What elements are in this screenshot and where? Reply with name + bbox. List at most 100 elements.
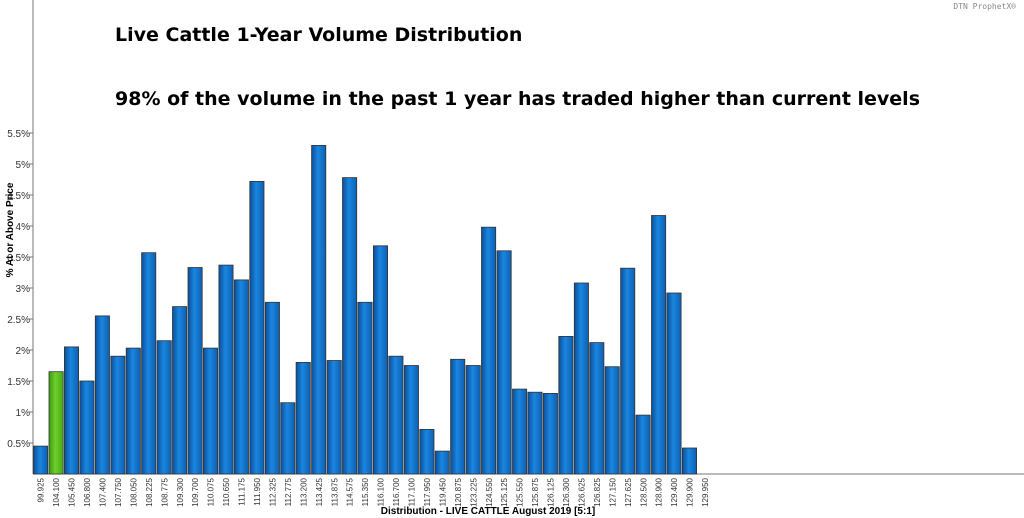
bar bbox=[202, 347, 218, 475]
x-tick-label: 110.650 bbox=[222, 477, 231, 506]
x-tick-label: 129.400 bbox=[670, 477, 679, 506]
x-tick-label: 126.825 bbox=[593, 477, 602, 506]
bar bbox=[604, 366, 620, 475]
x-tick-label: 119.450 bbox=[438, 477, 447, 506]
bar bbox=[558, 335, 574, 475]
y-tick-label: 3.5% bbox=[7, 253, 30, 264]
x-tick-label: 109.700 bbox=[191, 477, 200, 506]
x-tick-label: 113.200 bbox=[299, 477, 308, 506]
x-tick-label: 128.500 bbox=[639, 477, 648, 506]
bar bbox=[666, 292, 682, 475]
bar bbox=[125, 347, 141, 475]
y-tick-label: 4.5% bbox=[7, 191, 30, 202]
bar bbox=[280, 402, 296, 475]
y-tick-label: 4% bbox=[16, 222, 31, 233]
bar bbox=[527, 391, 543, 475]
bar bbox=[311, 144, 327, 475]
x-tick-label: 125.550 bbox=[516, 477, 525, 506]
chart-subtitle: 98% of the volume in the past 1 year has… bbox=[115, 88, 920, 110]
y-axis-ticks: 0.5% 1% 1.5% 2% 2.5% 3% 3.5% 4% 4.5% 5% 5.5% bbox=[7, 129, 33, 450]
x-tick-label: 126.625 bbox=[578, 477, 587, 506]
x-tick-label: 112.775 bbox=[284, 477, 293, 506]
x-tick-label: 109.300 bbox=[176, 477, 185, 506]
x-tick-label: 117.950 bbox=[423, 477, 432, 506]
chart-title: Live Cattle 1-Year Volume Distribution bbox=[115, 24, 522, 46]
y-tick-label: 1% bbox=[16, 408, 31, 419]
y-tick-label: 1.5% bbox=[7, 377, 30, 388]
bar bbox=[589, 342, 605, 475]
x-tick-label: 107.400 bbox=[99, 477, 108, 506]
bar bbox=[620, 267, 636, 475]
bar bbox=[419, 428, 435, 475]
x-tick-label: 108.775 bbox=[160, 477, 169, 506]
bar bbox=[434, 450, 450, 475]
watermark-text: DTN ProphetX® bbox=[953, 2, 1016, 11]
bar bbox=[651, 215, 667, 475]
bar bbox=[218, 264, 234, 475]
x-tick-label: 108.225 bbox=[145, 477, 154, 506]
x-tick-label: 113.875 bbox=[330, 477, 339, 506]
x-tick-label: 128.900 bbox=[655, 477, 664, 506]
bar bbox=[372, 245, 388, 475]
bar bbox=[496, 250, 512, 475]
x-tick-label: 113.425 bbox=[315, 477, 324, 506]
x-tick-label: 114.575 bbox=[346, 477, 355, 506]
x-axis-label: Distribution - LIVE CATTLE August 2019 [… bbox=[381, 506, 595, 517]
bar bbox=[156, 340, 172, 475]
x-tick-label: 129.950 bbox=[701, 477, 710, 506]
bar bbox=[94, 315, 110, 475]
bar bbox=[512, 388, 528, 475]
bar bbox=[542, 392, 558, 475]
bar bbox=[326, 360, 342, 475]
y-tick-label: 5% bbox=[16, 160, 31, 171]
x-tick-label: 115.350 bbox=[361, 477, 370, 506]
bar bbox=[187, 267, 203, 475]
bar bbox=[682, 447, 698, 475]
bar bbox=[481, 226, 497, 475]
bar bbox=[357, 301, 373, 475]
bar bbox=[110, 355, 126, 475]
x-tick-label: 116.700 bbox=[392, 477, 401, 506]
x-tick-label: 107.750 bbox=[114, 477, 123, 506]
bar bbox=[342, 177, 358, 475]
y-tick-label: 5.5% bbox=[7, 129, 30, 140]
x-tick-label: 105.450 bbox=[68, 477, 77, 506]
bar bbox=[450, 358, 466, 475]
y-tick-label: 2.5% bbox=[7, 315, 30, 326]
x-tick-label: 111.950 bbox=[253, 477, 262, 505]
bar bbox=[573, 282, 589, 475]
x-tick-label: 126.300 bbox=[562, 477, 571, 506]
x-tick-label: 108.050 bbox=[129, 477, 138, 506]
y-tick-label: 3% bbox=[16, 284, 31, 295]
bar bbox=[403, 365, 419, 475]
bar bbox=[79, 380, 95, 475]
y-axis-label: % At or Above Price bbox=[5, 182, 16, 277]
y-tick-label: 0.5% bbox=[7, 439, 30, 450]
bar bbox=[264, 301, 280, 475]
x-tick-label: 124.550 bbox=[485, 477, 494, 506]
bar bbox=[141, 252, 157, 475]
x-tick-label: 125.875 bbox=[531, 477, 540, 506]
bar bbox=[635, 414, 651, 475]
x-tick-label: 126.125 bbox=[547, 477, 556, 506]
bar bbox=[233, 279, 249, 475]
bar bbox=[33, 445, 49, 475]
x-tick-label: 111.175 bbox=[238, 477, 247, 505]
x-tick-label: 120.875 bbox=[454, 477, 463, 506]
x-tick-label: 127.625 bbox=[624, 477, 633, 506]
x-tick-label: 125.125 bbox=[500, 477, 509, 506]
bar bbox=[295, 361, 311, 475]
bars-group bbox=[33, 144, 698, 475]
bar bbox=[172, 306, 188, 475]
bar bbox=[388, 355, 404, 475]
bar bbox=[465, 365, 481, 475]
bar bbox=[48, 371, 64, 475]
y-tick-label: 2% bbox=[16, 346, 31, 357]
bar bbox=[249, 180, 265, 475]
x-tick-label: 127.150 bbox=[608, 477, 617, 506]
bar bbox=[64, 346, 80, 475]
x-tick-label: 110.075 bbox=[207, 477, 216, 506]
x-tick-label: 116.100 bbox=[377, 477, 386, 506]
x-tick-label: 99.925 bbox=[37, 477, 46, 502]
